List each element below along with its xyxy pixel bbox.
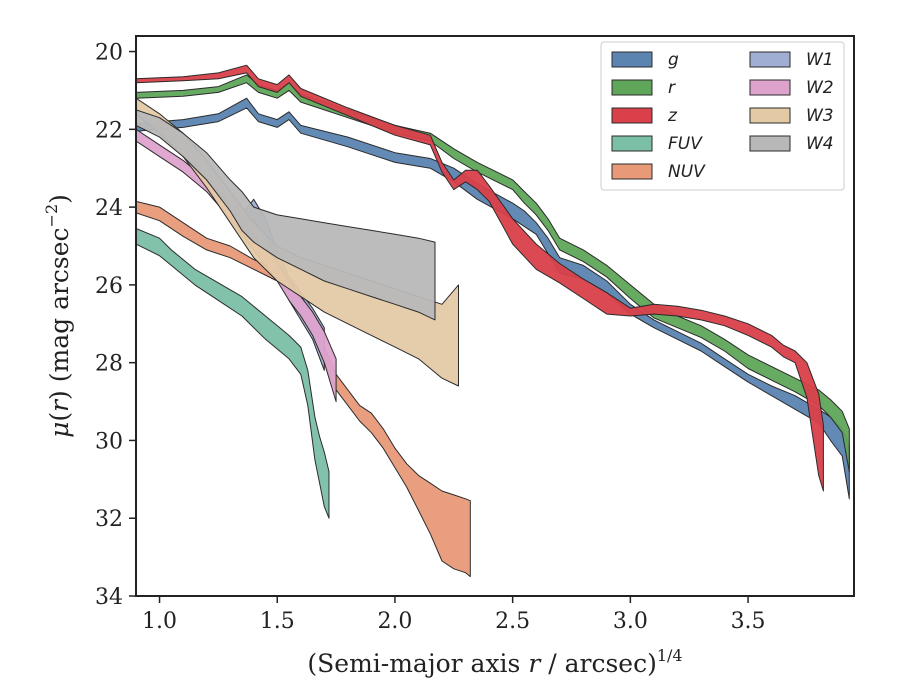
- legend-swatch-r: [611, 79, 653, 96]
- legend-swatch-w1: [749, 51, 791, 68]
- legend-swatch-w4: [749, 135, 791, 152]
- x-tick-label: 2.0: [377, 609, 412, 634]
- legend-label-w2: W2: [806, 78, 834, 98]
- y-axis-label: μ(r) (mag arcsec−2): [42, 194, 74, 438]
- y-tick-label: 32: [95, 507, 123, 532]
- series-band-g: [136, 97, 850, 500]
- legend-swatch-w3: [749, 107, 791, 124]
- series-band-z: [136, 64, 824, 492]
- x-tick-label: 1.0: [142, 609, 177, 634]
- x-tick-label: 3.5: [731, 609, 766, 634]
- legend-label-nuv: NUV: [668, 162, 706, 182]
- legend-label-w4: W4: [806, 134, 834, 154]
- legend-label-r: r: [668, 78, 676, 98]
- legend-label-fuv: FUV: [668, 134, 703, 154]
- y-tick-label: 24: [95, 196, 123, 221]
- legend-swatch-z: [611, 107, 653, 124]
- legend-label-w3: W3: [806, 106, 834, 126]
- series-band-fuv: [136, 228, 330, 519]
- legend-label-w1: W1: [806, 50, 834, 70]
- legend: grz FUV NUV W1 W2 W3 W4: [600, 41, 845, 191]
- y-tick-label: 26: [95, 274, 123, 299]
- y-tick-label: 28: [95, 352, 123, 377]
- x-axis-ticks: 1.0 1.5 2.0 2.5 3.0 3.5: [142, 596, 766, 634]
- legend-swatch-fuv: [611, 135, 653, 152]
- y-tick-label: 34: [95, 585, 123, 610]
- legend-swatch-nuv: [611, 163, 653, 180]
- x-tick-label: 2.5: [495, 609, 530, 634]
- series-band-w4: [136, 109, 436, 321]
- x-tick-label: 1.5: [260, 609, 295, 634]
- plot-frame: [135, 35, 855, 597]
- y-tick-label: 30: [95, 429, 123, 454]
- y-tick-label: 20: [95, 41, 123, 66]
- legend-label-g: g: [668, 50, 679, 70]
- y-axis-ticks: 20 22 24 26 28 30 32 34: [95, 41, 136, 610]
- legend-swatch-w2: [749, 79, 791, 96]
- legend-swatch-g: [611, 51, 653, 68]
- legend-frame: [600, 41, 845, 191]
- y-tick-label: 22: [95, 118, 123, 143]
- x-axis-label: (Semi-major axis r / arcsec)1/4: [307, 646, 682, 678]
- series-layer: [136, 64, 850, 578]
- x-tick-label: 3.0: [613, 609, 648, 634]
- legend-label-z: z: [667, 106, 678, 126]
